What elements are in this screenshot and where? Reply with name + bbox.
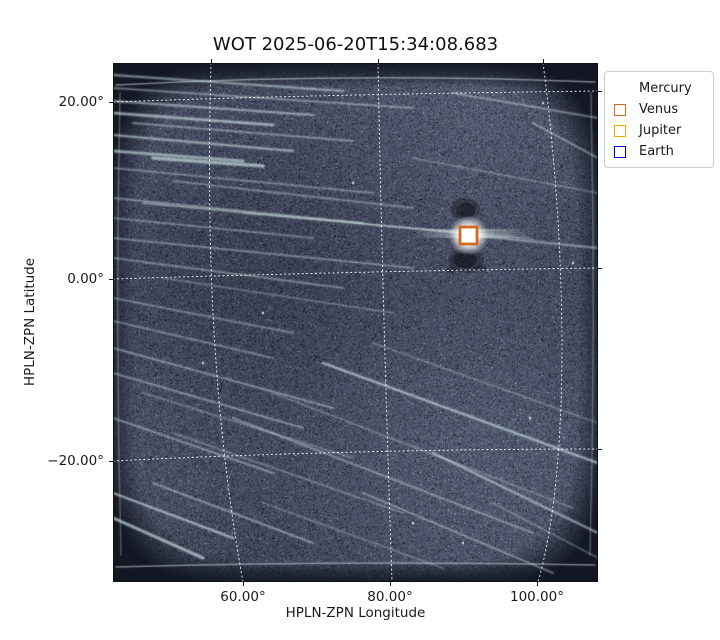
x-tick-label: 100.00° — [510, 589, 564, 605]
x-tick-top — [211, 59, 213, 63]
y-tick-label: 0.00° — [67, 271, 104, 287]
x-tick-label: 80.00° — [367, 589, 413, 605]
legend-item-mercury[interactable]: Mercury — [605, 78, 713, 99]
x-tick-bottom — [243, 582, 245, 586]
mercury-swatch-icon — [614, 82, 626, 95]
x-tick-bottom — [537, 582, 539, 586]
plot-area[interactable] — [113, 63, 598, 582]
y-tick-left — [109, 461, 113, 463]
y-tick-right — [598, 91, 602, 93]
y-tick-label: −20.00° — [47, 453, 104, 469]
y-axis-label: HPLN-ZPN Latitude — [22, 257, 38, 387]
y-tick-left — [109, 102, 113, 104]
legend-item-earth[interactable]: Earth — [605, 141, 713, 162]
legend-label: Jupiter — [639, 123, 682, 138]
y-tick-label: 20.00° — [58, 94, 104, 110]
plot-title: WOT 2025-06-20T15:34:08.683 — [212, 34, 499, 55]
legend-item-venus[interactable]: Venus — [605, 99, 713, 120]
x-tick-top — [378, 59, 380, 63]
legend-item-jupiter[interactable]: Jupiter — [605, 120, 713, 141]
earth-swatch-icon — [614, 145, 626, 158]
y-tick-right — [598, 449, 602, 451]
x-tick-bottom — [390, 582, 392, 586]
jupiter-swatch-icon — [614, 124, 626, 137]
x-tick-label: 60.00° — [220, 589, 266, 605]
legend-label: Earth — [639, 144, 674, 159]
x-axis-label: HPLN-ZPN Longitude — [285, 605, 426, 621]
venus-swatch-icon — [614, 103, 626, 116]
legend-label: Mercury — [639, 81, 692, 96]
legend-label: Venus — [639, 102, 679, 117]
legend: Mercury Venus Jupiter Earth — [604, 71, 714, 168]
x-tick-top — [543, 59, 545, 63]
y-tick-left — [109, 279, 113, 281]
sky-image — [113, 63, 598, 582]
y-tick-right — [598, 268, 602, 270]
